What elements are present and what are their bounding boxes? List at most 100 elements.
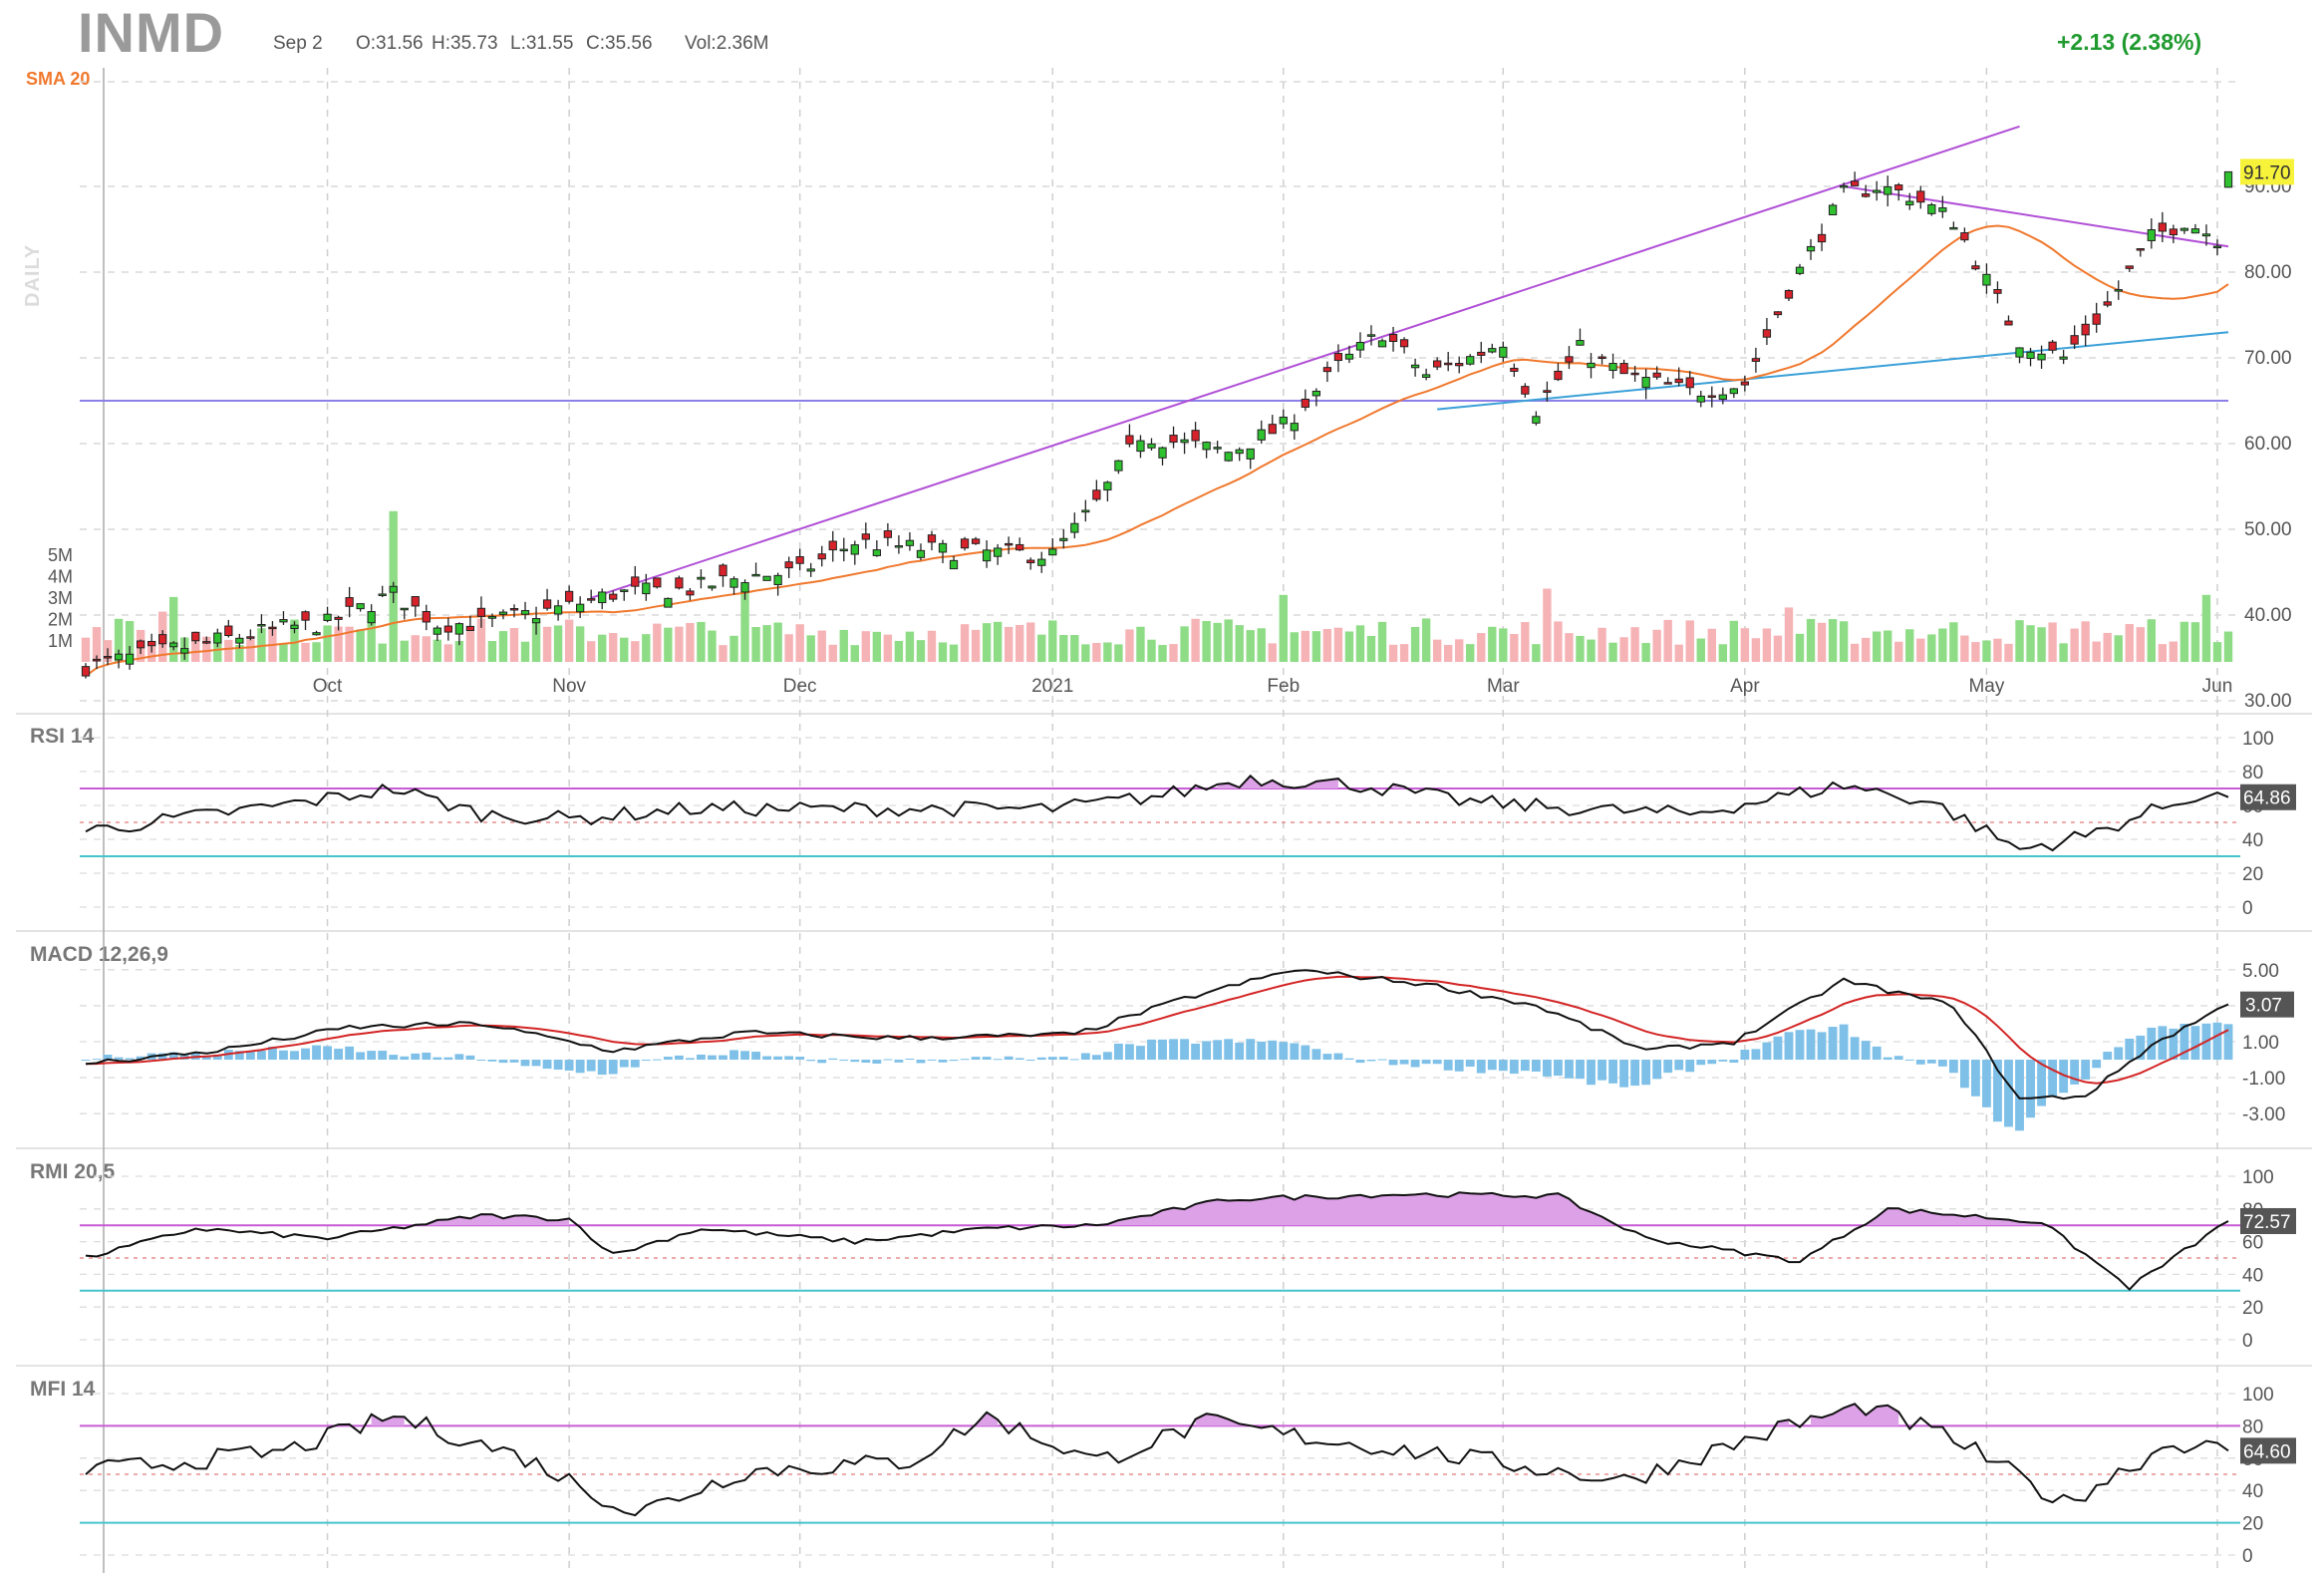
candle-body — [356, 603, 365, 610]
candles — [81, 170, 2233, 679]
candle-body — [1718, 394, 1727, 400]
macd-histogram-bar — [1290, 1043, 1300, 1061]
volume-bar — [850, 645, 859, 662]
price-tick-label: 70.00 — [2244, 348, 2292, 369]
sma-20-line — [85, 224, 2229, 677]
resistance-trendline — [1843, 185, 2229, 248]
macd-histogram-bar — [1707, 1060, 1717, 1065]
macd-tick-label: -1.00 — [2242, 1069, 2285, 1090]
volume-bar — [762, 625, 771, 662]
volume-bar — [213, 634, 222, 662]
volume-bar — [2158, 644, 2168, 662]
ticker-symbol: INMD — [78, 1, 225, 64]
candle-body — [2190, 228, 2200, 234]
volume-bar — [2147, 619, 2157, 662]
volume-bar — [1850, 643, 1860, 662]
candle-body — [202, 641, 211, 644]
macd-histogram-bar — [1817, 1032, 1827, 1061]
macd-histogram-bar — [795, 1057, 805, 1061]
candle-body — [1202, 442, 1211, 451]
candle-body — [1136, 440, 1145, 453]
candle-body — [509, 608, 519, 611]
macd-histogram-bar — [993, 1059, 1003, 1061]
macd-histogram-bar — [92, 1059, 102, 1061]
candle-body — [2092, 313, 2101, 325]
candle-body — [114, 653, 124, 661]
volume-tick-label: 4M — [48, 567, 73, 587]
macd-histogram-bar — [1883, 1057, 1892, 1061]
macd-histogram-bar — [411, 1053, 421, 1061]
volume-bar — [1158, 645, 1167, 662]
macd-histogram-bar — [2136, 1035, 2146, 1061]
candle-body — [620, 589, 629, 592]
mfi-last-badge — [2240, 1437, 2296, 1464]
volume-bar — [1993, 638, 2002, 662]
macd-histogram-bar — [136, 1056, 145, 1061]
candle-body — [1894, 184, 1903, 190]
volume-bar — [2004, 643, 2013, 662]
candle-body — [2201, 233, 2211, 237]
macd-histogram-bar — [168, 1052, 178, 1061]
macd-histogram-bar — [1576, 1060, 1585, 1080]
candle-body — [839, 548, 848, 552]
macd-histogram-bar — [2223, 1024, 2233, 1061]
candle-body — [2026, 351, 2035, 360]
macd-histogram-bar — [1158, 1039, 1167, 1061]
candle-body — [609, 593, 618, 600]
macd-line — [85, 969, 2229, 1101]
macd-histogram-bar — [872, 1060, 882, 1064]
macd-histogram-bar — [498, 1060, 508, 1064]
volume-bar — [993, 621, 1003, 662]
volume-bar — [1246, 630, 1255, 662]
volume-bar — [1355, 625, 1365, 662]
candle-body — [103, 656, 113, 659]
candle-body — [1103, 481, 1112, 491]
candle-body — [1630, 372, 1639, 376]
macd-histogram-bar — [751, 1052, 760, 1061]
candle-body — [927, 534, 937, 543]
volume-bar — [1377, 621, 1387, 662]
price-tick-label: 40.00 — [2244, 605, 2292, 626]
macd-histogram-bar — [1993, 1060, 2002, 1122]
candle-body — [334, 616, 343, 620]
candle-body — [224, 625, 233, 637]
volume-bar — [817, 630, 826, 662]
candle-body — [531, 618, 541, 624]
volume-bar — [1092, 642, 1101, 662]
x-axis-label: Jun — [2202, 676, 2233, 697]
volume-bar — [1048, 620, 1057, 662]
volume-bar — [1576, 635, 1585, 662]
candle-body — [708, 585, 717, 589]
candle-body — [675, 577, 684, 589]
macd-histogram-bar — [1224, 1039, 1234, 1061]
volume-bar — [1521, 622, 1530, 662]
candle-body — [883, 530, 893, 538]
macd-histogram-bar — [949, 1060, 959, 1062]
rmi-tick-label: 60 — [2242, 1233, 2263, 1254]
candle-body — [520, 610, 530, 615]
macd-histogram-bar — [1399, 1060, 1409, 1065]
macd-histogram-bar — [927, 1059, 937, 1061]
candle-body — [631, 576, 640, 587]
volume-bar — [1103, 642, 1112, 662]
candle-body — [817, 553, 826, 560]
volume-bar — [553, 625, 563, 662]
volume-bar — [575, 626, 585, 662]
macd-histogram-bar — [245, 1051, 255, 1061]
volume-bar — [1136, 626, 1145, 662]
candle-body — [1180, 439, 1189, 444]
macd-histogram-bar — [1619, 1060, 1628, 1088]
volume-bar — [1554, 621, 1563, 662]
mfi-tick-label: 80 — [2242, 1416, 2263, 1437]
macd-histogram-bar — [938, 1060, 948, 1063]
volume-bar — [169, 596, 178, 662]
volume-bar — [609, 633, 618, 662]
macd-histogram-bar — [2158, 1026, 2168, 1061]
macd-histogram-bar — [916, 1060, 926, 1064]
candle-body — [1301, 398, 1309, 408]
last-price-badge — [2240, 158, 2294, 185]
volume-bar — [729, 635, 738, 662]
volume-bar — [1499, 628, 1508, 662]
rmi-overbought-fill — [1866, 1208, 2042, 1226]
candle-body — [125, 653, 135, 665]
